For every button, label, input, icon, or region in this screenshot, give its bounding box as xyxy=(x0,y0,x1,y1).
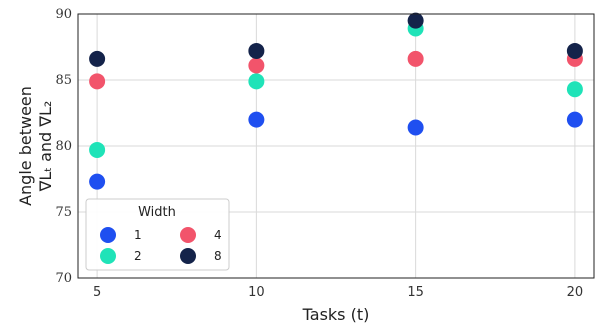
data-point-width-8 xyxy=(89,50,106,67)
x-tick-label: 5 xyxy=(93,285,101,300)
data-points xyxy=(89,12,583,190)
data-point-width-2 xyxy=(248,73,265,90)
x-tick-label: 15 xyxy=(407,285,424,300)
legend-marker-1 xyxy=(100,227,116,243)
legend-label-1: 1 xyxy=(134,228,142,242)
x-tick-labels: 5 10 15 20 xyxy=(93,285,583,300)
x-tick-label: 10 xyxy=(248,285,265,300)
legend-marker-8 xyxy=(180,248,196,264)
legend-marker-4 xyxy=(180,227,196,243)
data-point-width-1 xyxy=(407,119,424,136)
y-axis-title-line2: ∇Lₜ and ∇L₂ xyxy=(36,101,55,193)
x-axis-title: Tasks (t) xyxy=(302,305,370,324)
legend-label-8: 8 xyxy=(214,249,222,263)
legend-label-4: 4 xyxy=(214,228,222,242)
plot-frame xyxy=(77,13,595,279)
data-point-width-2 xyxy=(566,81,583,98)
data-point-width-8 xyxy=(566,42,583,59)
y-tick-label: 85 xyxy=(55,73,72,88)
y-tick-label: 75 xyxy=(55,205,72,220)
data-point-width-1 xyxy=(248,111,265,128)
legend: Width 1 2 4 8 xyxy=(85,198,230,271)
data-point-width-4 xyxy=(89,73,106,90)
data-point-width-1 xyxy=(89,173,106,190)
data-point-width-8 xyxy=(407,12,424,29)
data-point-width-8 xyxy=(248,42,265,59)
data-point-width-4 xyxy=(407,50,424,67)
y-axis-title-line1: Angle between xyxy=(16,86,35,206)
data-point-width-1 xyxy=(566,111,583,128)
y-tick-label: 90 xyxy=(55,7,72,22)
data-point-width-4 xyxy=(248,57,265,74)
legend-entries: 1 2 4 8 xyxy=(100,227,222,264)
y-tick-labels: 70 75 80 85 90 xyxy=(55,7,72,286)
y-tick-label: 70 xyxy=(55,271,72,286)
legend-label-2: 2 xyxy=(134,249,142,263)
x-tick-label: 20 xyxy=(567,285,584,300)
legend-title: Width xyxy=(138,205,176,220)
y-tick-label: 80 xyxy=(55,139,72,154)
legend-marker-2 xyxy=(100,248,116,264)
data-point-width-2 xyxy=(89,141,106,158)
